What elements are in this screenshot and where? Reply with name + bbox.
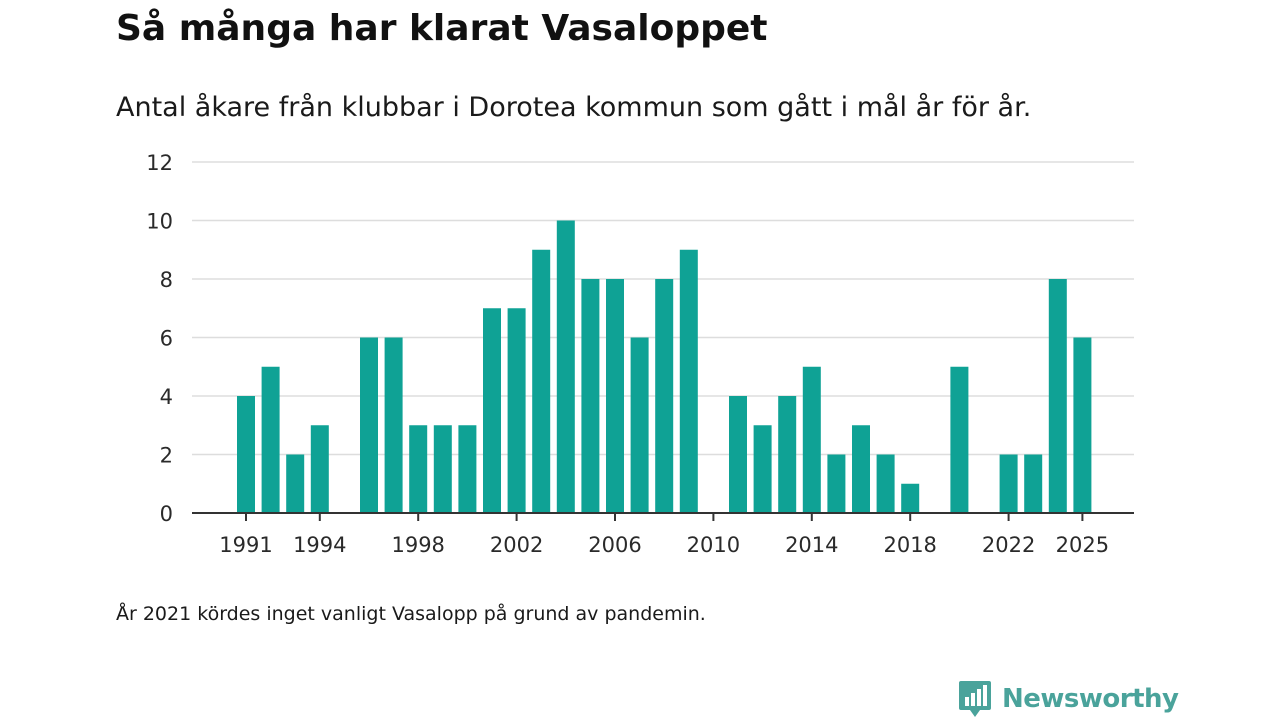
bar-2022 (999, 454, 1018, 513)
bar-2001 (483, 308, 501, 513)
bar-2023 (1024, 454, 1043, 513)
brand-logo: Newsworthy (958, 679, 1179, 719)
footnote: År 2021 kördes inget vanligt Vasalopp på… (116, 603, 706, 625)
bar-2020 (950, 366, 969, 513)
bar-2013 (778, 396, 797, 513)
bar-2012 (753, 425, 772, 513)
x-tick-label: 2025 (1056, 533, 1109, 557)
bar-2016 (852, 425, 870, 513)
bar-2024 (1048, 279, 1067, 513)
bar-1996 (360, 337, 378, 513)
x-tick-label: 2018 (883, 533, 936, 557)
bar-2003 (532, 249, 551, 513)
bar-2004 (556, 220, 575, 513)
bar-chart: 0 2 4 6 8 10 12 1991 1994 1998 2002 2006 2010 2014 201… (146, 151, 1134, 557)
bar-2015 (827, 454, 846, 513)
axes: 0 2 4 6 8 10 12 1991 1994 1998 2002 2006 2010 2014 201… (146, 151, 1134, 557)
bar-1992 (261, 366, 280, 513)
x-tick-label: 1994 (293, 533, 346, 557)
x-tick-label: 1991 (219, 533, 272, 557)
bar-2017 (876, 454, 895, 513)
x-tick-label: 1998 (391, 533, 444, 557)
y-tick-label: 4 (160, 385, 173, 409)
chart-subtitle: Antal åkare från klubbar i Dorotea kommu… (116, 92, 1032, 123)
bar-2014 (802, 366, 821, 513)
bar-1994 (310, 425, 329, 513)
bar-1997 (384, 337, 403, 513)
y-tick-label: 8 (160, 268, 173, 292)
bar-2018 (901, 483, 920, 513)
x-tick-label: 2022 (982, 533, 1035, 557)
bar-2011 (729, 396, 747, 513)
newsworthy-logo-icon (959, 681, 991, 717)
x-tick-label: 2014 (785, 533, 838, 557)
y-tick-label: 10 (146, 210, 173, 234)
y-tick-label: 2 (160, 444, 173, 468)
bar-2002 (507, 308, 526, 513)
x-tick-label: 2010 (687, 533, 740, 557)
bar-2000 (458, 425, 477, 513)
bar-2008 (655, 279, 674, 513)
bar-1991 (237, 396, 255, 513)
brand-name: Newsworthy (1002, 684, 1179, 714)
bar-2007 (630, 337, 649, 513)
bar-1998 (409, 425, 428, 513)
bar-1993 (286, 454, 305, 513)
chart-title: Så många har klarat Vasaloppet (116, 8, 768, 49)
y-tick-label: 12 (146, 151, 173, 175)
y-tick-label: 0 (160, 502, 173, 526)
bars (237, 220, 1092, 513)
bar-2005 (581, 279, 600, 513)
x-tick-label: 2002 (490, 533, 543, 557)
bar-1999 (433, 425, 452, 513)
bar-2009 (679, 249, 698, 513)
x-tick-label: 2006 (588, 533, 641, 557)
bar-2025 (1073, 337, 1092, 513)
y-tick-label: 6 (160, 327, 173, 351)
bar-2006 (606, 279, 624, 513)
